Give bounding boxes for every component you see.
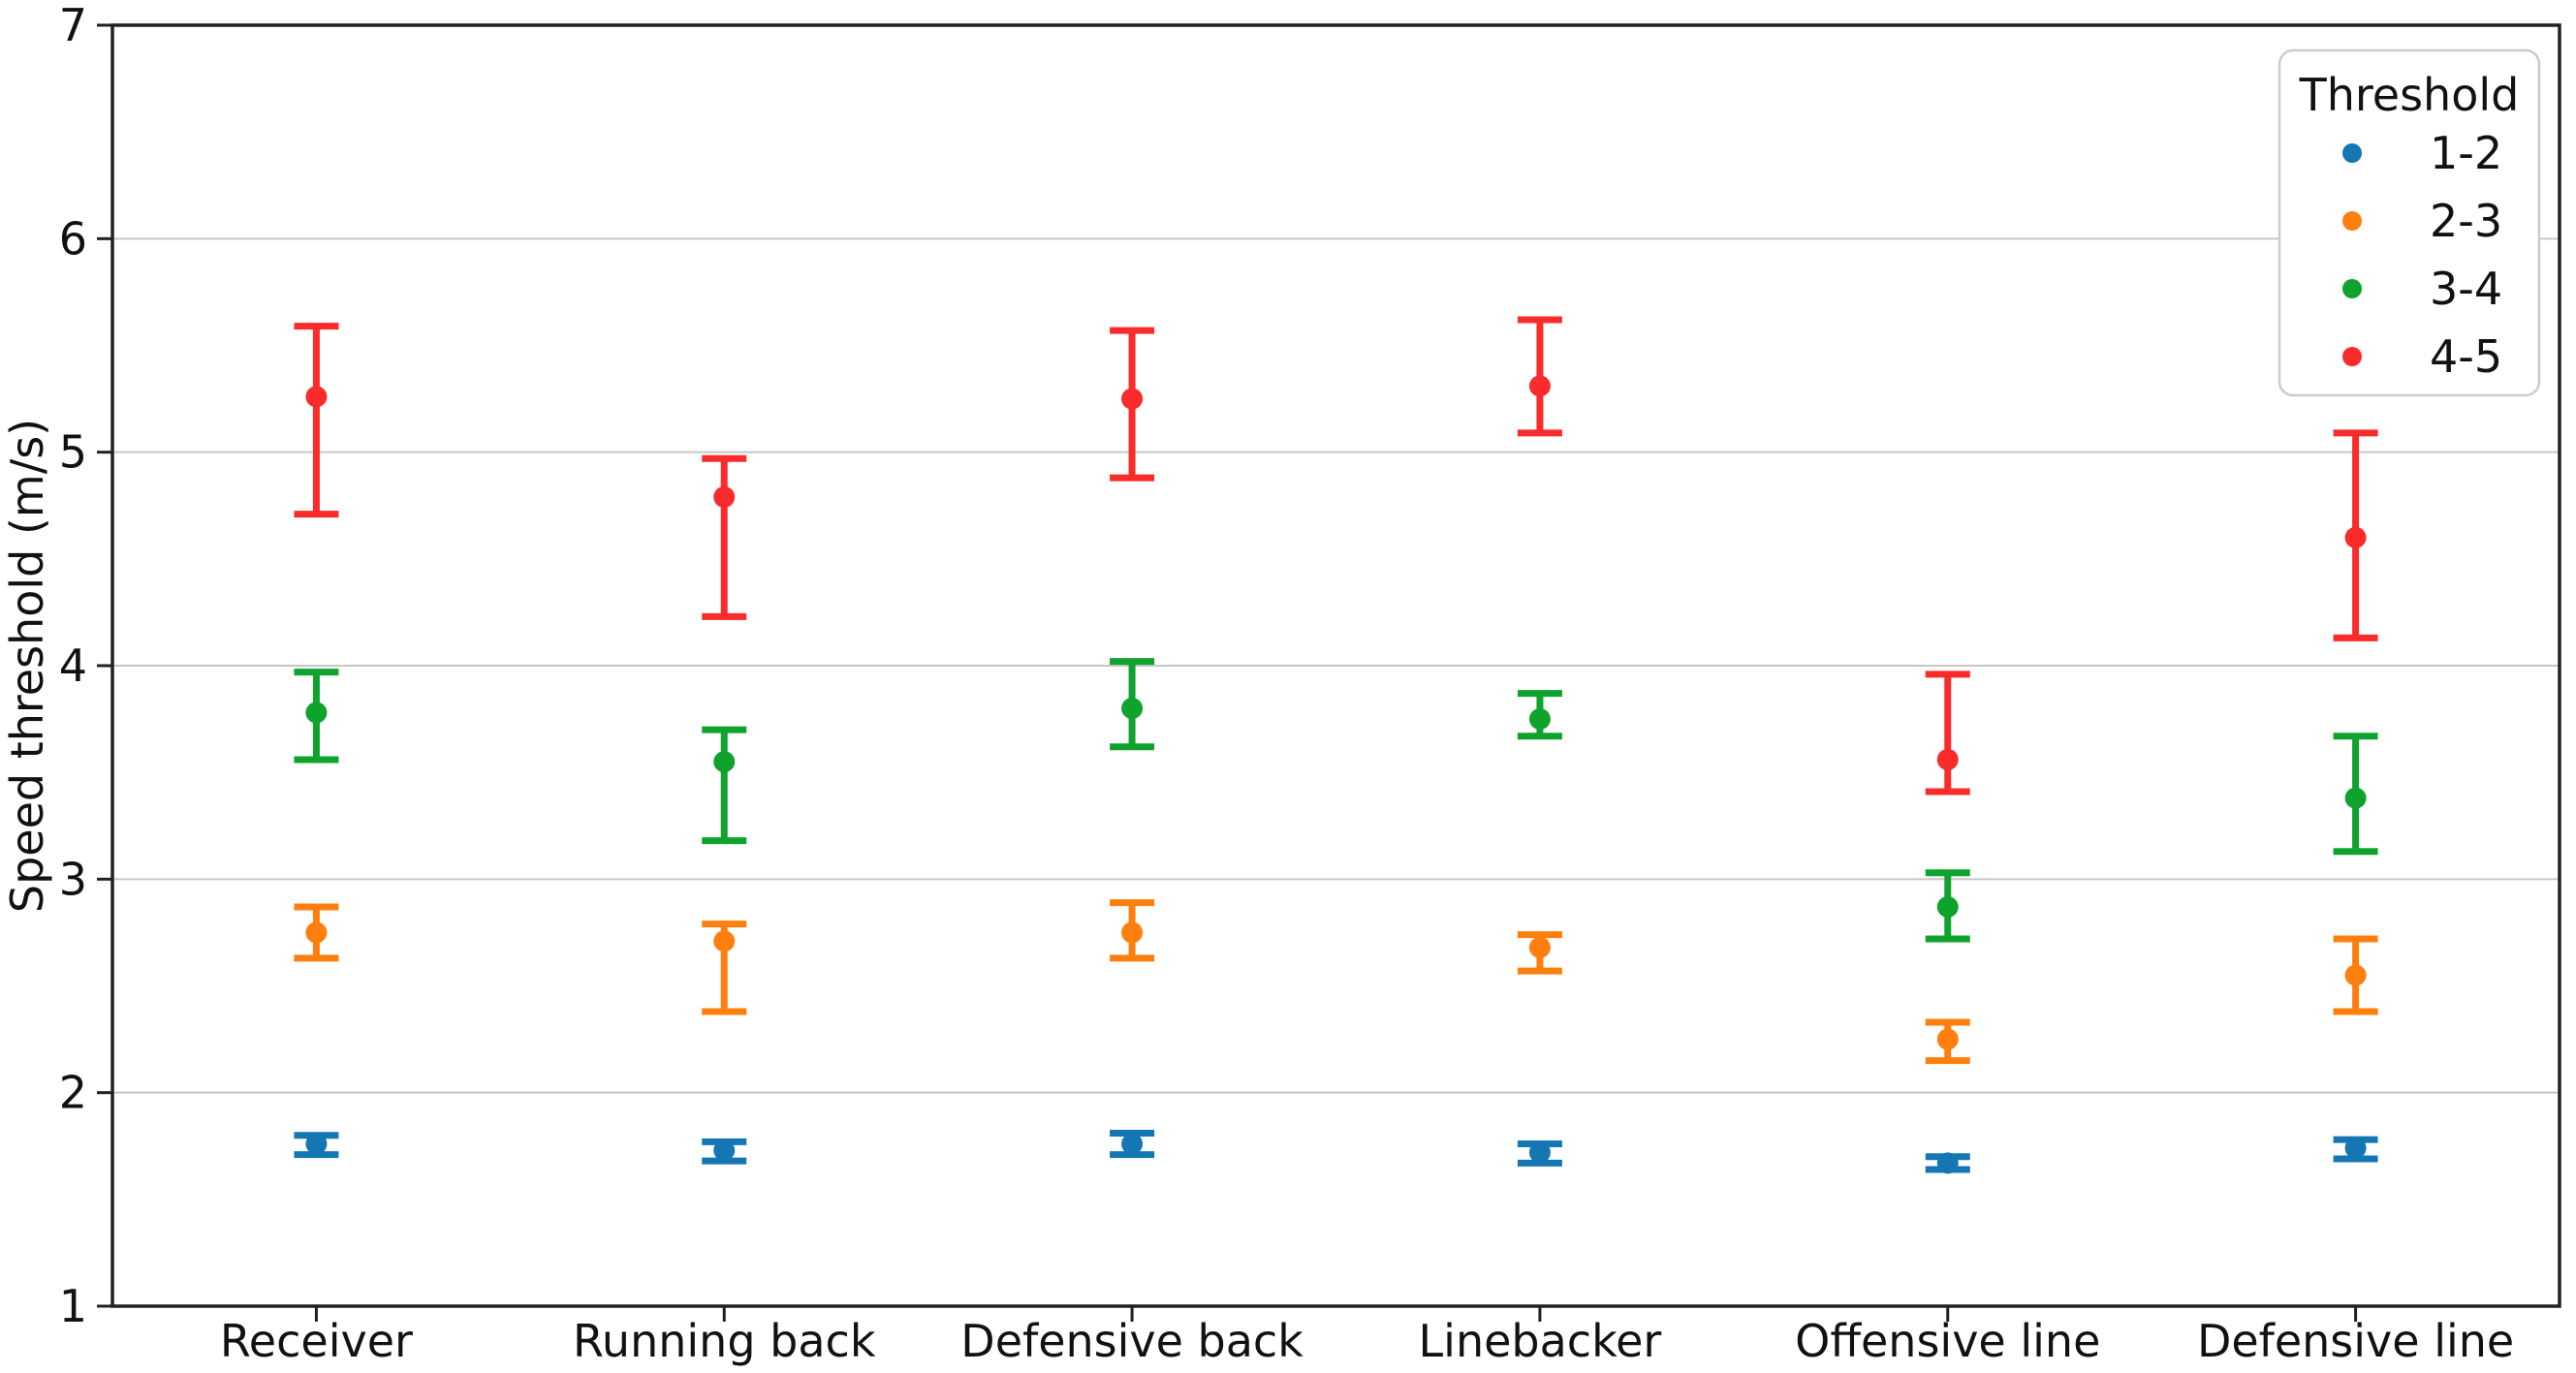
errorbar-2-3-3 [1517,931,1562,975]
data-point [1121,388,1144,410]
errorbar-3-4-4 [1925,869,1970,943]
legend-label: 2-3 [2430,195,2502,247]
legend-label: 4-5 [2430,330,2502,383]
errorbar-2-3-2 [1110,899,1155,962]
data-point [1528,375,1551,397]
data-point [2344,526,2367,548]
errorbar-4-5-5 [2333,429,2378,641]
legend-entry-4-5: 4-5 [2342,330,2502,383]
errorbar-3-4-1 [702,726,747,845]
errorbar-3-4-3 [1517,690,1562,740]
legend-title: Threshold [2299,69,2520,121]
y-tick-label: 3 [59,853,87,905]
y-tick-label: 6 [59,212,87,265]
legend-entry-2-3: 2-3 [2342,195,2502,247]
y-tick-label: 2 [59,1067,87,1119]
errorbar-4-5-3 [1517,316,1562,437]
legend: Threshold 1-2 2-3 3-4 4-5 [2278,48,2541,397]
data-point [1528,936,1551,958]
data-point [713,1139,736,1162]
x-tick-label-2: Defensive back [960,1315,1304,1367]
errorbar-3-4-0 [294,669,339,764]
errorbar-1-2-0 [294,1132,339,1159]
data-point [1936,895,1959,918]
legend-label: 3-4 [2430,263,2502,315]
errorbar-3-4-5 [2333,733,2378,856]
errorbar-1-2-3 [1517,1140,1562,1167]
legend-entry-1-2: 1-2 [2342,127,2502,179]
data-point [1121,921,1144,944]
data-point [305,702,328,724]
legend-marker [2342,143,2362,163]
legend-marker [2342,279,2362,298]
series-4-5 [294,316,2378,796]
errorbar-4-5-1 [702,454,747,620]
data-point [2344,787,2367,809]
x-tick-label-3: Linebacker [1419,1315,1662,1367]
data-point [1528,708,1551,731]
errorbar-1-2-1 [702,1138,747,1165]
errorbar-4-5-0 [294,323,339,518]
errorbar-1-2-2 [1110,1130,1155,1159]
data-point [305,386,328,408]
x-tick-label-5: Defensive line [2197,1315,2514,1367]
errorbar-2-3-0 [294,903,339,962]
series-3-4 [294,658,2378,943]
data-point [2344,1137,2367,1159]
x-tick-label-4: Offensive line [1795,1315,2100,1367]
errorbar-1-2-5 [2333,1136,2378,1163]
y-tick-label: 1 [59,1280,87,1332]
series-2-3 [294,899,2378,1065]
data-point [1936,1152,1959,1174]
y-tick-label: 4 [59,640,87,692]
data-point [713,485,736,508]
errorbar-3-4-2 [1110,658,1155,751]
errorbar-2-3-1 [702,921,747,1015]
data-point [713,751,736,773]
data-point [305,921,328,944]
errorbar-1-2-4 [1925,1152,1970,1174]
errorbar-2-3-5 [2333,935,2378,1015]
data-point [1936,1028,1959,1050]
data-point [1121,698,1144,720]
x-tick-label-0: Receiver [220,1315,413,1367]
axes-layer: 1 2 3 4 5 6 7 Receiver Running back Defensive bac… [59,0,2561,1367]
series-1-2 [294,1130,2378,1174]
legend-marker [2342,347,2362,366]
errorbar-4-5-2 [1110,327,1155,482]
y-tick-label: 5 [59,426,87,479]
legend-box [2278,48,2541,397]
series-layer [294,316,2378,1174]
data-point [1936,748,1959,770]
legend-marker [2342,211,2362,231]
y-tick-label: 7 [59,0,87,51]
legend-entry-3-4: 3-4 [2342,263,2502,315]
errorbar-2-3-4 [1925,1018,1970,1065]
data-point [1121,1133,1144,1155]
y-axis-label: Speed threshold (m/s) [1,419,53,913]
x-tick-label-1: Running back [573,1315,876,1367]
data-point [2344,964,2367,986]
grid-layer [112,237,2560,1094]
legend-label: 1-2 [2430,127,2502,179]
data-point [1528,1141,1551,1164]
errorbar-4-5-4 [1925,671,1970,796]
data-point [305,1133,328,1155]
data-point [713,930,736,952]
